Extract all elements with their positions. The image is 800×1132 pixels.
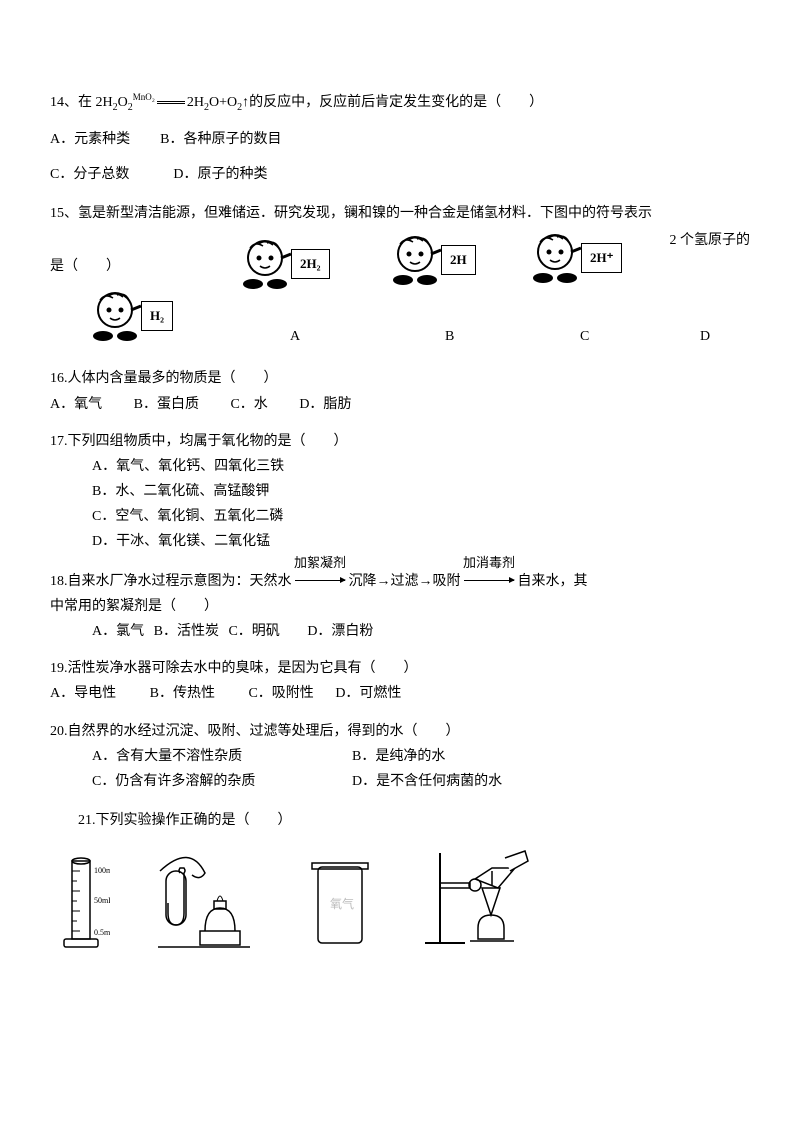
q18-opt-a[interactable]: A．氯气 <box>92 624 144 639</box>
q18-mid: 沉降→过滤→吸附 <box>349 574 461 589</box>
equip-cylinder: 100mL 50mL 0.5mL <box>50 853 110 962</box>
sign-b: 2H <box>441 245 476 274</box>
q20-opt-b[interactable]: B．是纯净的水 <box>352 749 445 764</box>
q17-opt-b[interactable]: B．水、二氧化硫、高锰酸钾 <box>92 479 750 504</box>
equip-filter <box>420 843 540 962</box>
q19-opt-b[interactable]: B．传热性 <box>150 686 215 701</box>
label-b: B <box>445 324 454 349</box>
q17-opt-a[interactable]: A．氧气、氧化钙、四氧化三铁 <box>92 454 750 479</box>
q18-over2: 加消毒剂 <box>463 551 515 574</box>
q18-opt-b[interactable]: B．活性炭 <box>154 624 219 639</box>
cartoon-d: H₂ <box>85 288 173 343</box>
q20: 20.自然界的水经过沉淀、吸附、过滤等处理后，得到的水（ ） A．含有大量不溶性… <box>50 719 750 795</box>
q14-opt-d[interactable]: D．原子的种类 <box>173 167 267 182</box>
sign-c: 2H⁺ <box>581 243 622 272</box>
catalyst-label: MnO₂ <box>133 92 155 102</box>
q17-stem: 17.下列四组物质中，均属于氧化物的是（ ） <box>50 429 750 454</box>
q18-opt-d[interactable]: D．漂白粉 <box>307 624 373 639</box>
q19-stem: 19.活性炭净水器可除去水中的臭味，是因为它具有（ ） <box>50 656 750 681</box>
q14-stem: 14、在 2H2O2MnO₂2H2O+O2↑的反应中，反应前后肯定发生变化的是（… <box>50 90 750 117</box>
equip-tube-lamp <box>150 853 260 962</box>
q14-opt-a[interactable]: A．元素种类 <box>50 132 130 147</box>
q16-opt-b[interactable]: B．蛋白质 <box>134 397 199 412</box>
q19-opt-c[interactable]: C．吸附性 <box>248 686 313 701</box>
q14: 14、在 2H2O2MnO₂2H2O+O2↑的反应中，反应前后肯定发生变化的是（… <box>50 90 750 187</box>
q14-opt-b[interactable]: B．各种原子的数目 <box>160 132 281 147</box>
cartoon-b: 2H <box>385 232 476 287</box>
q18: 18.自来水厂净水过程示意图为：天然水 加絮凝剂 沉降→过滤→吸附 加消毒剂 自… <box>50 569 750 645</box>
q15-tail-text: 2 个氢原子的 <box>670 228 751 253</box>
q16-stem: 16.人体内含量最多的物质是（ ） <box>50 366 750 391</box>
q20-stem: 20.自然界的水经过沉淀、吸附、过滤等处理后，得到的水（ ） <box>50 719 750 744</box>
q15: 15、氢是新型清洁能源，但难储运．研究发现，镧和镍的一种合金是储氢材料．下图中的… <box>50 201 750 346</box>
equip-gas-jar: 氧气 <box>300 853 380 962</box>
cyl-mark-2: 50mL <box>94 896 110 905</box>
q18-line2: 中常用的絮凝剂是（ ） <box>50 594 750 619</box>
q21: 21.下列实验操作正确的是（ ） 100mL 50mL 0.5mL <box>50 808 750 962</box>
q16-opt-a[interactable]: A．氧气 <box>50 397 102 412</box>
q16-opt-d[interactable]: D．脂肪 <box>299 397 351 412</box>
q16-opt-c[interactable]: C．水 <box>230 397 267 412</box>
sign-a: 2H₂ <box>291 249 330 278</box>
q17-opt-c[interactable]: C．空气、氧化铜、五氧化二磷 <box>92 504 750 529</box>
q18-post: 自来水，其 <box>518 574 588 589</box>
q21-stem: 21.下列实验操作正确的是（ ） <box>78 808 750 833</box>
q19-opt-d[interactable]: D．可燃性 <box>335 686 401 701</box>
reaction-arrow <box>157 101 185 104</box>
label-c: C <box>580 324 589 349</box>
q14-opt-c[interactable]: C．分子总数 <box>50 167 129 182</box>
cyl-mark-1: 100mL <box>94 866 110 875</box>
cartoon-a: 2H₂ <box>235 236 330 291</box>
q19: 19.活性炭净水器可除去水中的臭味，是因为它具有（ ） A．导电性 B．传热性 … <box>50 656 750 706</box>
q15-stem-1: 15、氢是新型清洁能源，但难储运．研究发现，镧和镍的一种合金是储氢材料．下图中的… <box>50 201 750 226</box>
q15-stem-2: 是（ ） <box>50 254 120 279</box>
label-a: A <box>290 324 300 349</box>
q20-opt-d[interactable]: D．是不含任何病菌的水 <box>352 774 502 789</box>
q19-opt-a[interactable]: A．导电性 <box>50 686 116 701</box>
q18-over1: 加絮凝剂 <box>294 551 346 574</box>
q18-opt-c[interactable]: C．明矾 <box>228 624 279 639</box>
cyl-mark-3: 0.5mL <box>94 928 110 937</box>
q18-pre: 18.自来水厂净水过程示意图为：天然水 <box>50 574 292 589</box>
q16: 16.人体内含量最多的物质是（ ） A．氧气 B．蛋白质 C．水 D．脂肪 <box>50 366 750 416</box>
q17-opt-d[interactable]: D．干冰、氧化镁、二氧化锰 <box>92 529 750 554</box>
q20-opt-a[interactable]: A．含有大量不溶性杂质 <box>92 744 352 769</box>
cartoon-c: 2H⁺ <box>525 230 622 285</box>
q20-opt-c[interactable]: C．仍含有许多溶解的杂质 <box>92 769 352 794</box>
q17: 17.下列四组物质中，均属于氧化物的是（ ） A．氧气、氧化钙、四氧化三铁 B．… <box>50 429 750 555</box>
jar-label: 氧气 <box>330 896 354 911</box>
sign-d: H₂ <box>141 301 173 330</box>
label-d: D <box>700 324 710 349</box>
